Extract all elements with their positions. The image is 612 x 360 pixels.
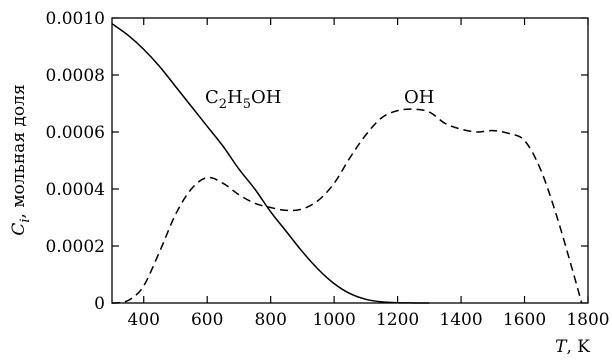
plot-area xyxy=(111,17,589,304)
x-tick-label: 1400 xyxy=(439,310,482,330)
y-tick-label: 0.0008 xyxy=(46,66,105,86)
plot-frame xyxy=(111,17,589,304)
series-line-oh xyxy=(111,108,583,304)
y-tick-label: 0.0006 xyxy=(46,123,105,143)
series-layer xyxy=(111,23,583,304)
y-axis-title: Ci, мольная доля xyxy=(9,84,33,235)
series-label-oh: OH xyxy=(404,87,434,108)
series-label-c2h5oh: C2H5OH xyxy=(205,87,282,112)
x-tick-label: 600 xyxy=(191,310,223,330)
x-tick-label: 1800 xyxy=(566,310,609,330)
y-tick-label: 0.0010 xyxy=(46,9,105,29)
x-axis-title: T, K xyxy=(555,337,590,357)
y-tick-label: 0.0004 xyxy=(46,180,105,200)
x-tick-label: 400 xyxy=(128,310,160,330)
y-axis-ticks: 0 0.0002 0.0004 0.0006 0.0008 0.0010 xyxy=(46,9,588,314)
series-line-c2h5oh xyxy=(111,23,430,304)
y-tick-label: 0.0002 xyxy=(46,237,105,257)
x-tick-label: 1600 xyxy=(503,310,546,330)
x-axis-ticks: 400 600 800 1000 1200 1400 1600 1800 xyxy=(128,18,610,330)
x-tick-label: 1000 xyxy=(313,310,356,330)
x-tick-label: 1200 xyxy=(376,310,419,330)
x-tick-label: 800 xyxy=(254,310,286,330)
y-tick-label: 0 xyxy=(94,294,105,314)
